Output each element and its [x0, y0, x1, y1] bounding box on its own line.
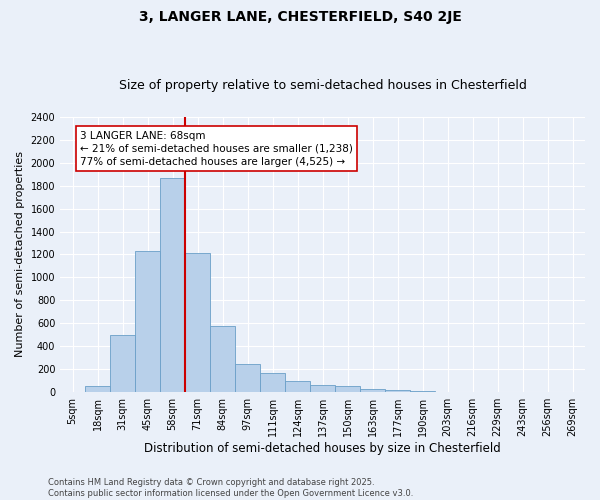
- Title: Size of property relative to semi-detached houses in Chesterfield: Size of property relative to semi-detach…: [119, 79, 527, 92]
- Text: Contains HM Land Registry data © Crown copyright and database right 2025.
Contai: Contains HM Land Registry data © Crown c…: [48, 478, 413, 498]
- X-axis label: Distribution of semi-detached houses by size in Chesterfield: Distribution of semi-detached houses by …: [144, 442, 501, 455]
- Bar: [110, 335, 135, 392]
- Bar: [335, 386, 360, 392]
- Bar: [410, 391, 435, 392]
- Bar: [285, 380, 310, 392]
- Bar: [385, 390, 410, 392]
- Bar: [210, 326, 235, 392]
- Text: 3 LANGER LANE: 68sqm
← 21% of semi-detached houses are smaller (1,238)
77% of se: 3 LANGER LANE: 68sqm ← 21% of semi-detac…: [80, 130, 353, 167]
- Bar: [360, 389, 385, 392]
- Bar: [160, 178, 185, 392]
- Bar: [235, 364, 260, 392]
- Bar: [310, 384, 335, 392]
- Bar: [260, 374, 285, 392]
- Bar: [135, 251, 160, 392]
- Bar: [185, 254, 210, 392]
- Bar: [85, 386, 110, 392]
- Y-axis label: Number of semi-detached properties: Number of semi-detached properties: [15, 152, 25, 358]
- Text: 3, LANGER LANE, CHESTERFIELD, S40 2JE: 3, LANGER LANE, CHESTERFIELD, S40 2JE: [139, 10, 461, 24]
